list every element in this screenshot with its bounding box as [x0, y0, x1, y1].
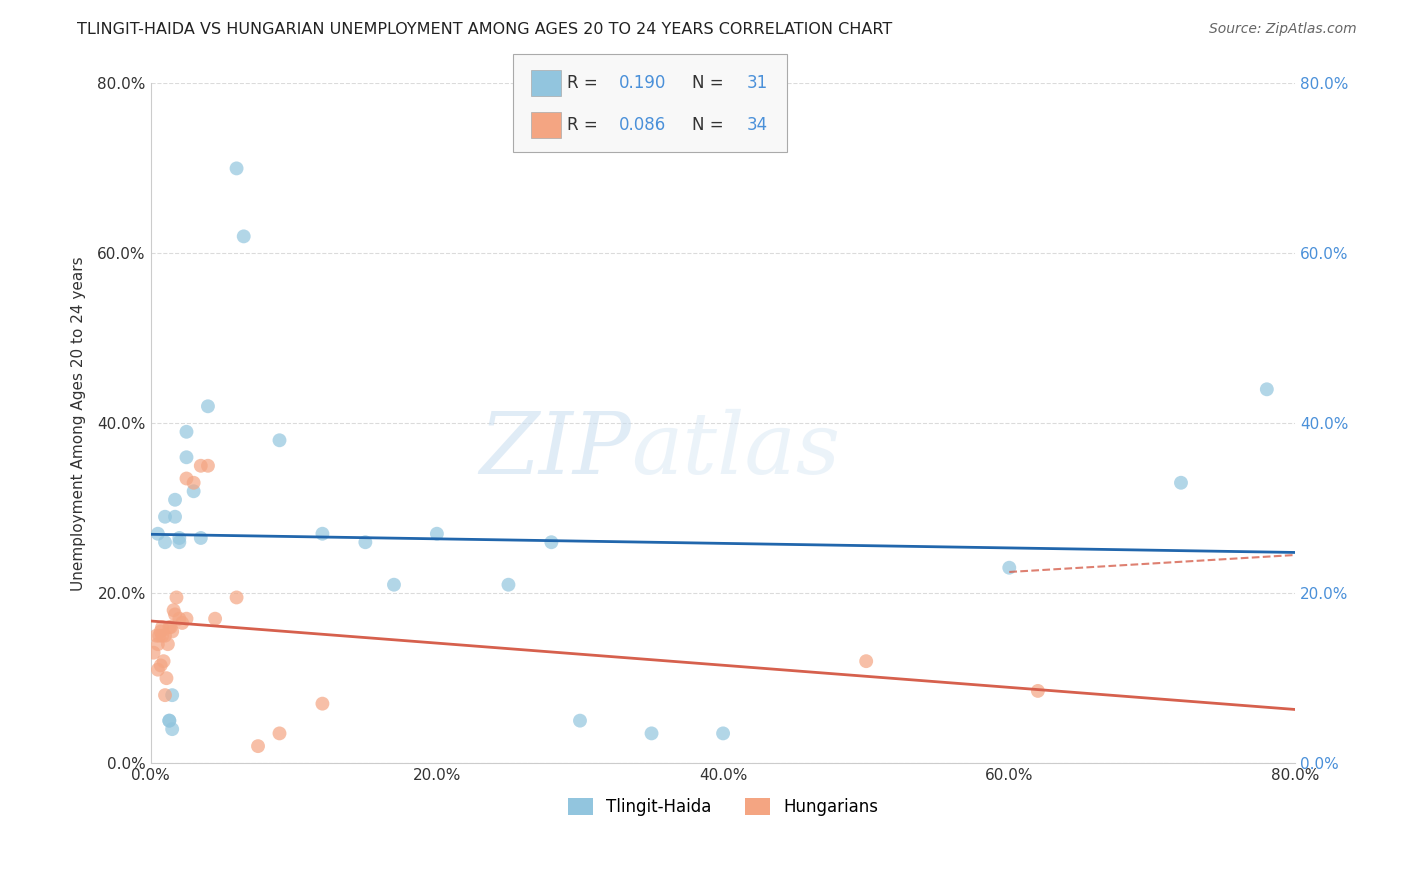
Point: [157, 620, 180, 634]
Point: [247, 739, 270, 753]
Point: [225, 161, 247, 176]
Point: [311, 697, 333, 711]
Point: [183, 475, 205, 490]
Point: [540, 535, 562, 549]
Text: 31: 31: [747, 74, 768, 92]
Point: [150, 620, 173, 634]
Point: [146, 526, 169, 541]
Point: [145, 629, 167, 643]
Point: [169, 531, 191, 545]
Point: [153, 509, 176, 524]
Text: atlas: atlas: [631, 409, 841, 491]
Point: [163, 492, 186, 507]
Point: [998, 560, 1021, 574]
Point: [152, 654, 174, 668]
Point: [190, 458, 212, 473]
Point: [169, 535, 191, 549]
Point: [149, 658, 172, 673]
Point: [156, 637, 179, 651]
Text: TLINGIT-HAIDA VS HUNGARIAN UNEMPLOYMENT AMONG AGES 20 TO 24 YEARS CORRELATION CH: TLINGIT-HAIDA VS HUNGARIAN UNEMPLOYMENT …: [77, 22, 893, 37]
Point: [232, 229, 254, 244]
Point: [1170, 475, 1192, 490]
Point: [311, 526, 333, 541]
Point: [163, 509, 186, 524]
Point: [153, 535, 176, 549]
Point: [163, 607, 186, 622]
Point: [142, 646, 165, 660]
Point: [176, 612, 198, 626]
Point: [159, 620, 181, 634]
Point: [153, 629, 176, 643]
Text: ZIP: ZIP: [479, 409, 631, 491]
Y-axis label: Unemployment Among Ages 20 to 24 years: Unemployment Among Ages 20 to 24 years: [72, 256, 86, 591]
Point: [176, 450, 198, 465]
Point: [1026, 684, 1049, 698]
Point: [269, 726, 291, 740]
Point: [160, 722, 183, 736]
Point: [190, 531, 212, 545]
Text: R =: R =: [567, 74, 603, 92]
Point: [269, 434, 291, 448]
Point: [1256, 382, 1278, 396]
Text: Source: ZipAtlas.com: Source: ZipAtlas.com: [1209, 22, 1357, 37]
Point: [160, 688, 183, 702]
Point: [225, 591, 247, 605]
Point: [157, 714, 180, 728]
Point: [354, 535, 377, 549]
Text: N =: N =: [692, 116, 728, 134]
Text: R =: R =: [567, 116, 603, 134]
Point: [176, 425, 198, 439]
Point: [166, 591, 188, 605]
Point: [640, 726, 662, 740]
Point: [157, 714, 180, 728]
Legend: Tlingit-Haida, Hungarians: Tlingit-Haida, Hungarians: [561, 791, 884, 822]
Point: [382, 578, 405, 592]
Point: [498, 578, 520, 592]
Point: [204, 612, 226, 626]
Point: [426, 526, 449, 541]
Point: [169, 612, 191, 626]
Point: [569, 714, 592, 728]
Point: [711, 726, 734, 740]
Point: [149, 624, 172, 639]
Point: [146, 663, 169, 677]
Point: [155, 671, 177, 685]
Point: [197, 458, 219, 473]
Text: 0.190: 0.190: [619, 74, 666, 92]
Text: 34: 34: [747, 116, 768, 134]
Text: 0.086: 0.086: [619, 116, 666, 134]
Point: [160, 624, 183, 639]
Point: [855, 654, 877, 668]
Point: [150, 629, 173, 643]
Point: [153, 688, 176, 702]
Point: [162, 603, 184, 617]
Point: [197, 399, 219, 413]
Point: [183, 484, 205, 499]
Point: [176, 471, 198, 485]
Point: [148, 629, 170, 643]
Point: [146, 637, 169, 651]
Point: [172, 615, 194, 630]
Text: N =: N =: [692, 74, 728, 92]
